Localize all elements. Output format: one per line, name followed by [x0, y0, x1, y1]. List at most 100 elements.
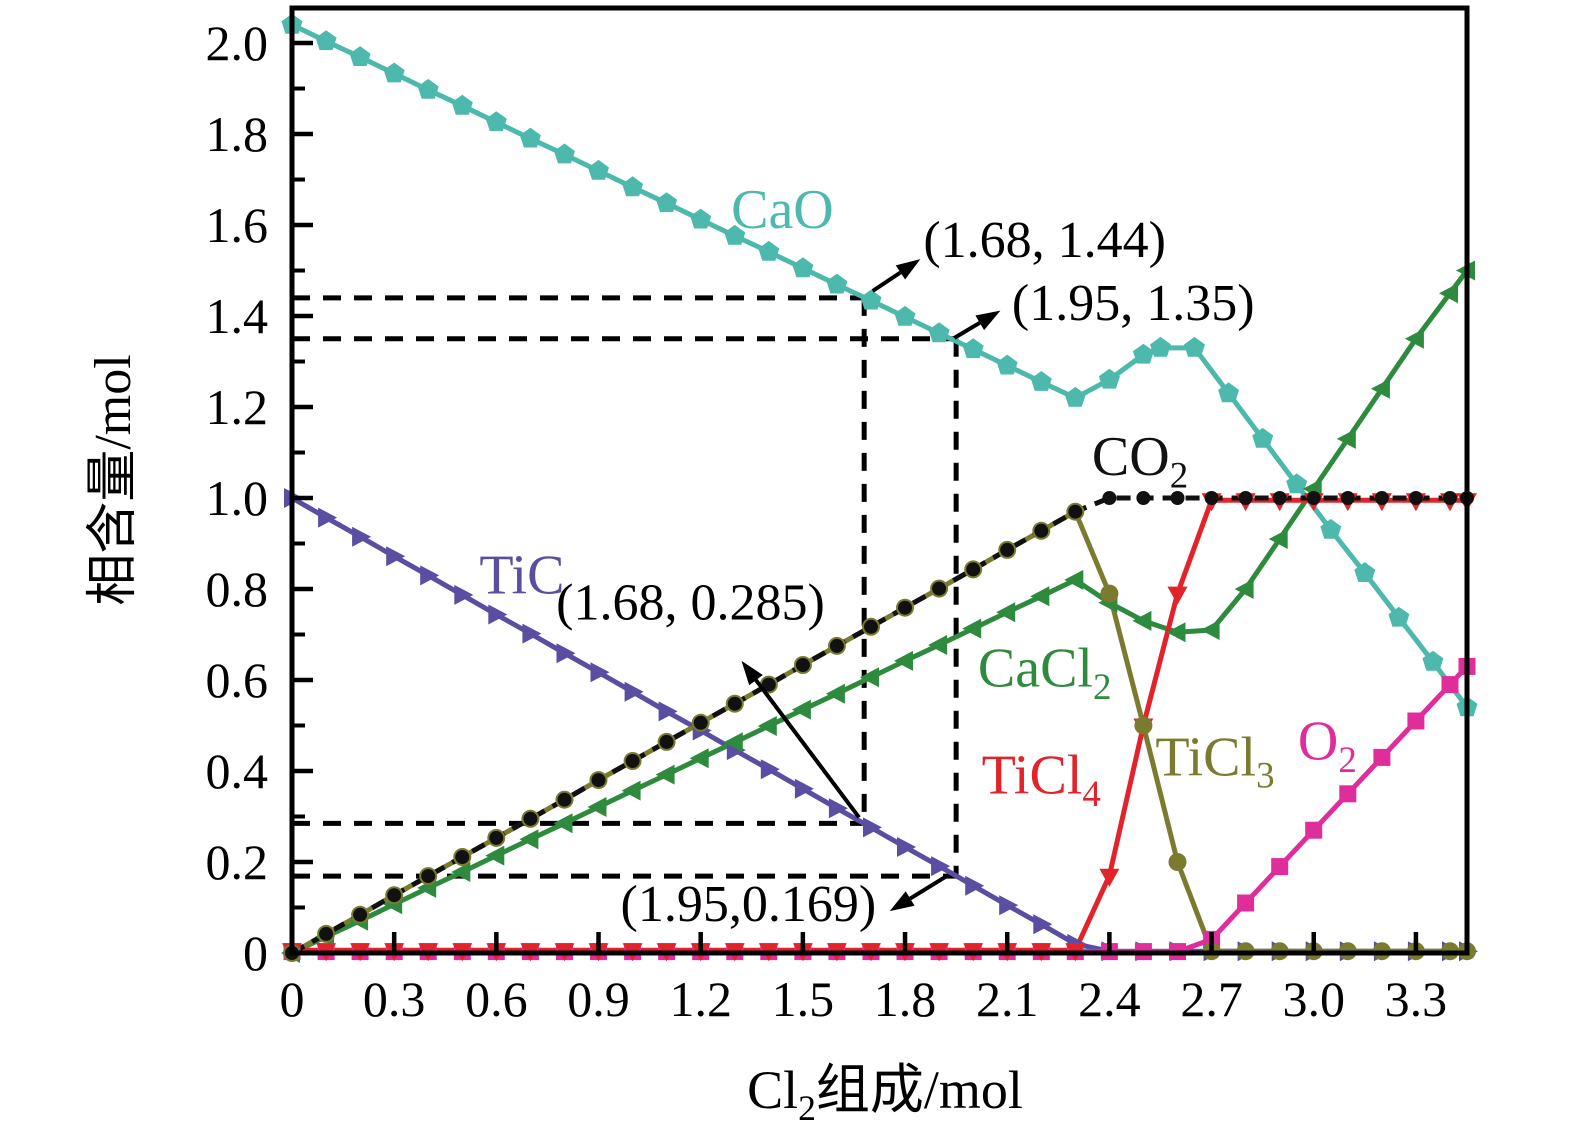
x-tick-label: 3.0	[1282, 971, 1345, 1027]
marker-CaO	[588, 159, 609, 180]
marker-CO2	[1306, 491, 1321, 505]
y-tick-label: 0.2	[206, 834, 269, 890]
marker-CO2	[761, 677, 776, 692]
marker-CO2	[625, 754, 640, 768]
marker-CaCl2	[1370, 378, 1390, 399]
marker-CaO	[758, 240, 780, 261]
marker-CaCl2	[587, 797, 607, 817]
marker-CaO	[519, 127, 541, 148]
marker-TiC	[1033, 914, 1053, 935]
markers-CO2	[285, 491, 1474, 960]
marker-CaCl2	[1166, 622, 1186, 643]
marker-CO2	[591, 773, 606, 788]
marker-CaCl2	[928, 635, 948, 655]
marker-CaCl2	[996, 602, 1016, 623]
text-labels: 0 0.3 0.6 0.9 1.2 1.5 1.8 2.1 2.4 2.7 3.0 3.3 0 0.2 0.…	[85, 15, 1447, 1128]
marker-CaO	[349, 46, 371, 66]
marker-CO2	[898, 600, 912, 615]
y-axis-title: 相含量/mol	[85, 354, 142, 605]
marker-CaCl2	[1404, 328, 1424, 349]
marker-TiC	[794, 778, 814, 799]
marker-CaO	[860, 289, 882, 310]
series-label-TiCl3: TiCl3	[1155, 726, 1274, 795]
y-tick-label: 0.4	[206, 743, 269, 799]
annotation-arrow-head	[889, 891, 915, 912]
annotation-arrow-shaft	[953, 321, 981, 340]
marker-CO2	[1238, 491, 1253, 505]
annotation-label: (1.95,0.169)	[621, 876, 877, 933]
marker-CO2	[1340, 491, 1355, 505]
marker-CaO	[894, 305, 916, 326]
series-label-TiCl4: TiCl4	[982, 745, 1101, 814]
marker-CO2	[1204, 491, 1219, 505]
marker-TiCl4	[1099, 868, 1120, 887]
marker-CaCl2	[1030, 586, 1050, 607]
marker-CaO	[1030, 371, 1052, 391]
marker-TiC	[999, 895, 1019, 916]
marker-CaO	[962, 338, 984, 359]
marker-TiC	[760, 759, 780, 780]
marker-TiC	[931, 856, 951, 877]
marker-CO2	[387, 888, 402, 903]
marker-CaCl2	[1200, 620, 1220, 640]
marker-CO2	[864, 619, 878, 634]
marker-TiC	[590, 662, 610, 683]
x-tick-label: 3.3	[1385, 971, 1448, 1027]
marker-CO2	[1272, 491, 1287, 505]
marker-CaO	[315, 30, 337, 51]
marker-CaCl2	[723, 732, 743, 753]
marker-CaCl2	[860, 667, 879, 688]
marker-CaO	[1354, 562, 1376, 582]
marker-TiC	[318, 507, 338, 528]
marker-CaCl2	[1336, 428, 1356, 449]
marker-CaCl2	[1064, 569, 1084, 590]
marker-CO2	[1068, 504, 1083, 519]
x-tick-label: 2.1	[976, 971, 1039, 1027]
marker-O2	[1271, 858, 1289, 876]
marker-CO2	[455, 850, 470, 864]
marker-O2	[1373, 748, 1391, 766]
marker-CO2	[557, 792, 572, 807]
y-tick-label: 1.6	[206, 197, 269, 253]
marker-O2	[1305, 821, 1323, 839]
marker-CO2	[795, 658, 810, 672]
y-tick-label: 1.4	[206, 288, 269, 344]
marker-TiC	[454, 584, 474, 605]
series-label-TiC: TiC	[479, 544, 564, 606]
marker-CaCl2	[1234, 579, 1254, 599]
y-tick-label: 0	[243, 925, 268, 981]
x-tick-label: 1.5	[772, 971, 835, 1027]
marker-CaO	[1388, 606, 1410, 627]
marker-TiC	[624, 681, 644, 702]
marker-CO2	[421, 869, 436, 884]
marker-CO2	[693, 715, 708, 730]
annotation-arrow-head	[741, 660, 763, 686]
series-label-CO2: CO2	[1092, 426, 1188, 495]
marker-CaO	[1252, 427, 1274, 448]
marker-TiCl4	[1167, 586, 1188, 605]
marker-CO2	[319, 926, 334, 941]
markers-CaO	[281, 13, 1478, 717]
marker-CaO	[1098, 368, 1120, 389]
y-tick-label: 0.8	[206, 561, 269, 617]
annotation-arrow-shaft	[754, 678, 861, 819]
marker-TiCl3	[1168, 853, 1187, 871]
marker-TiC	[897, 837, 916, 857]
x-tick-label: 0.3	[363, 971, 426, 1027]
marker-TiCl3	[1134, 716, 1153, 735]
marker-CaO	[656, 192, 678, 213]
marker-CaO	[485, 111, 507, 132]
marker-CaO	[792, 257, 814, 278]
marker-CaCl2	[519, 829, 539, 850]
marker-CaO	[1422, 650, 1444, 671]
marker-TiC	[863, 817, 882, 838]
x-tick-label: 1.8	[874, 971, 937, 1027]
marker-CO2	[1034, 523, 1049, 538]
marker-TiCl3	[1100, 584, 1119, 603]
marker-CaO	[1218, 382, 1240, 403]
dashed-guides	[292, 295, 959, 879]
marker-CaCl2	[1132, 610, 1152, 631]
marker-CO2	[727, 696, 742, 711]
y-tick-label: 0.6	[206, 652, 269, 708]
